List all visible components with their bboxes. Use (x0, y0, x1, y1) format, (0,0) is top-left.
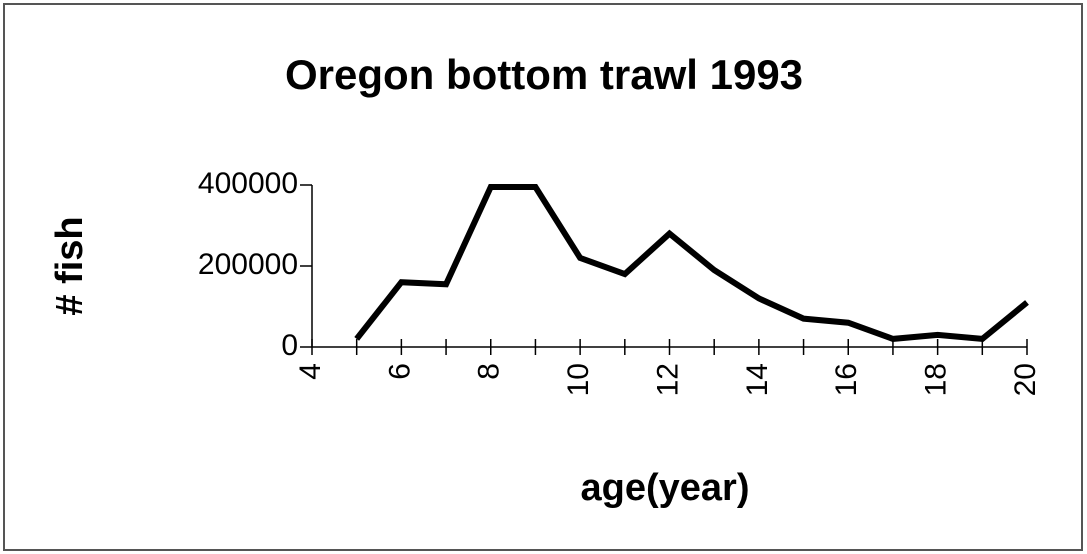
y-tick-label: 400000 (198, 167, 298, 200)
chart-title: Oregon bottom trawl 1993 (285, 51, 803, 98)
x-tick-label: 6 (383, 363, 416, 380)
frame (3, 3, 1083, 551)
x-tick-label: 16 (830, 363, 863, 396)
x-tick-label: 10 (562, 363, 595, 396)
y-tick-label: 0 (281, 329, 298, 362)
x-tick-label: 8 (473, 363, 506, 380)
x-tick-label: 14 (741, 363, 774, 396)
data-line (354, 184, 1029, 342)
x-tick-label: 18 (920, 363, 953, 396)
x-tick-label: 12 (651, 363, 684, 396)
y-tick-label: 200000 (198, 248, 298, 281)
y-axis-label: # fish (49, 216, 91, 315)
x-axis-label: age(year) (581, 467, 750, 509)
x-tick-label: 4 (294, 363, 327, 380)
x-tick-label: 20 (1009, 363, 1042, 396)
